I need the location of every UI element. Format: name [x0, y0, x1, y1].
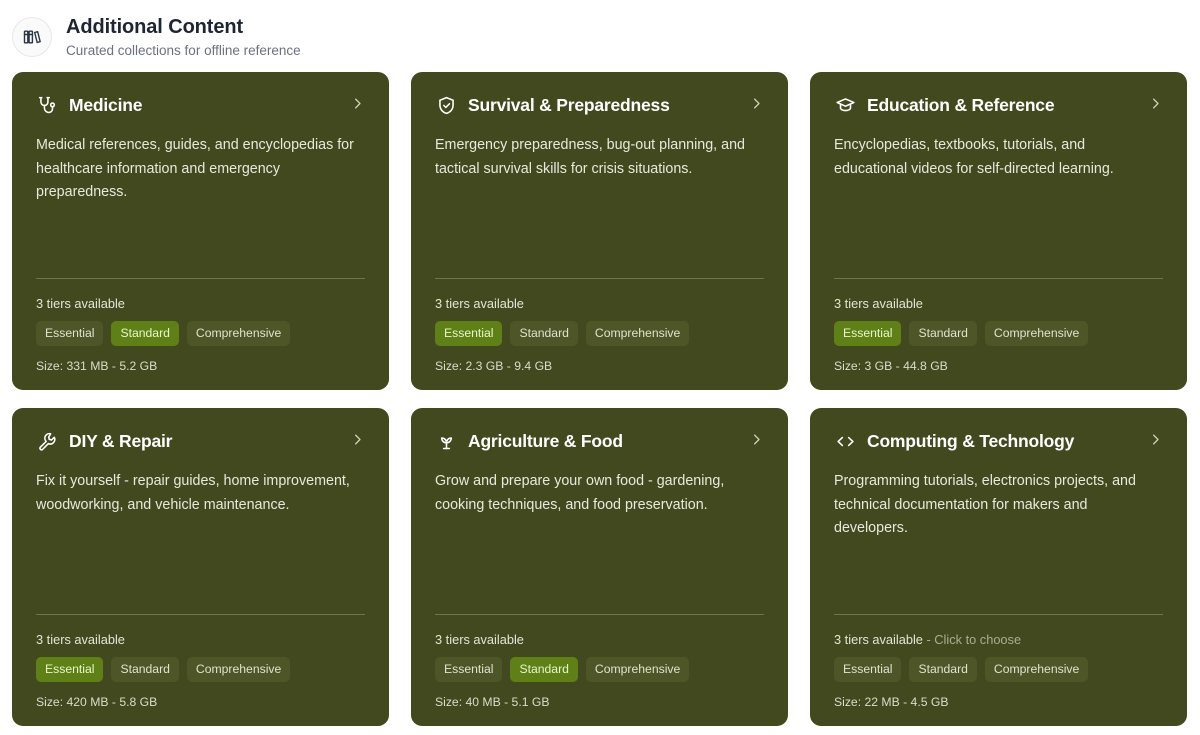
card-divider	[36, 613, 365, 615]
card-size-label: Size: 420 MB - 5.8 GB	[36, 695, 158, 709]
tiers-available-label: 3 tiers available	[36, 295, 365, 312]
tiers-available-label: 3 tiers available	[435, 631, 764, 648]
tier-pill-standard[interactable]: Standard	[909, 320, 977, 346]
content-category-grid: Medicine Medical references, guides, and …	[12, 72, 1188, 726]
category-card[interactable]: Agriculture & Food Grow and prepare your …	[411, 408, 788, 726]
tier-pill-standard[interactable]: Standard	[111, 320, 179, 346]
card-spacer	[834, 541, 1163, 614]
card-title: Computing & Technology	[867, 431, 1075, 451]
tiers-count-text: 3 tiers available	[834, 295, 923, 311]
tiers-available-label: 3 tiers available	[36, 631, 365, 648]
stethoscope-icon	[36, 94, 58, 116]
tiers-hint-text: - Click to choose	[922, 631, 1022, 647]
category-card[interactable]: Survival & Preparedness Emergency prepare…	[411, 72, 788, 390]
sprout-icon	[435, 430, 457, 452]
card-spacer	[834, 181, 1163, 278]
tiers-count-text: 3 tiers available	[435, 631, 524, 647]
card-spacer	[435, 517, 764, 614]
shield-check-icon	[435, 94, 457, 116]
card-description: Programming tutorials, electronics proje…	[834, 473, 1136, 536]
tier-pill-essential[interactable]: Essential	[435, 656, 503, 682]
card-title: Medicine	[69, 95, 143, 115]
category-card[interactable]: DIY & Repair Fix it yourself - repair gui…	[12, 408, 389, 726]
category-card[interactable]: Education & Reference Encyclopedias, text…	[810, 72, 1187, 390]
chevron-right-icon[interactable]	[350, 96, 365, 111]
card-header: Agriculture & Food	[435, 430, 764, 452]
card-header: Computing & Technology	[834, 430, 1163, 452]
card-header: Education & Reference	[834, 94, 1163, 116]
card-description: Fix it yourself - repair guides, home im…	[36, 473, 350, 513]
code-brackets-icon	[834, 430, 856, 452]
category-card[interactable]: Medicine Medical references, guides, and …	[12, 72, 389, 390]
tier-pill-row: Essential Standard Comprehensive	[36, 656, 365, 682]
tier-pill-essential[interactable]: Essential	[36, 320, 104, 346]
tier-pill-row: Essential Standard Comprehensive	[36, 320, 365, 346]
card-divider	[435, 277, 764, 279]
tier-pill-comprehensive[interactable]: Comprehensive	[984, 320, 1089, 346]
tier-pill-row: Essential Standard Comprehensive	[834, 320, 1163, 346]
card-header: DIY & Repair	[36, 430, 365, 452]
card-spacer	[435, 181, 764, 278]
card-divider	[834, 613, 1163, 615]
tiers-count-text: 3 tiers available	[834, 631, 923, 647]
graduation-cap-icon	[834, 94, 856, 116]
tier-pill-comprehensive[interactable]: Comprehensive	[186, 320, 291, 346]
tier-pill-essential[interactable]: Essential	[834, 656, 902, 682]
tier-pill-standard[interactable]: Standard	[111, 656, 179, 682]
tier-pill-comprehensive[interactable]: Comprehensive	[984, 656, 1089, 682]
tiers-count-text: 3 tiers available	[36, 295, 125, 311]
card-title: Agriculture & Food	[468, 431, 623, 451]
wrench-icon	[36, 430, 58, 452]
card-size-label: Size: 331 MB - 5.2 GB	[36, 359, 158, 373]
library-books-icon	[12, 17, 52, 57]
tier-pill-essential[interactable]: Essential	[36, 656, 104, 682]
card-title: DIY & Repair	[69, 431, 173, 451]
card-description: Emergency preparedness, bug-out planning…	[435, 137, 745, 177]
page-title: Additional Content	[66, 16, 244, 38]
page-subtitle: Curated collections for offline referenc…	[66, 43, 301, 58]
tiers-available-label: 3 tiers available	[834, 295, 1163, 312]
chevron-right-icon[interactable]	[1148, 96, 1163, 111]
card-size-label: Size: 2.3 GB - 9.4 GB	[435, 359, 553, 373]
card-divider	[834, 277, 1163, 279]
tier-pill-essential[interactable]: Essential	[435, 320, 503, 346]
chevron-right-icon[interactable]	[350, 432, 365, 447]
chevron-right-icon[interactable]	[749, 96, 764, 111]
category-card[interactable]: Computing & Technology Programming tutori…	[810, 408, 1187, 726]
card-header: Survival & Preparedness	[435, 94, 764, 116]
card-description: Medical references, guides, and encyclop…	[36, 137, 354, 200]
tier-pill-comprehensive[interactable]: Comprehensive	[585, 320, 690, 346]
card-divider	[435, 613, 764, 615]
card-divider	[36, 277, 365, 279]
card-size-label: Size: 22 MB - 4.5 GB	[834, 695, 949, 709]
tier-pill-row: Essential Standard Comprehensive	[834, 656, 1163, 682]
page-header: Additional Content Curated collections f…	[0, 0, 1200, 62]
tier-pill-essential[interactable]: Essential	[834, 320, 902, 346]
tiers-count-text: 3 tiers available	[36, 631, 125, 647]
tiers-available-label: 3 tiers available	[435, 295, 764, 312]
header-text-block: Additional Content Curated collections f…	[66, 14, 301, 60]
tier-pill-standard[interactable]: Standard	[909, 656, 977, 682]
card-header: Medicine	[36, 94, 365, 116]
card-description: Encyclopedias, textbooks, tutorials, and…	[834, 137, 1114, 177]
tier-pill-row: Essential Standard Comprehensive	[435, 656, 764, 682]
tier-pill-standard[interactable]: Standard	[510, 320, 578, 346]
tiers-available-label: 3 tiers available - Click to choose	[834, 631, 1163, 648]
tier-pill-comprehensive[interactable]: Comprehensive	[186, 656, 291, 682]
tiers-count-text: 3 tiers available	[435, 295, 524, 311]
card-title: Education & Reference	[867, 95, 1055, 115]
chevron-right-icon[interactable]	[749, 432, 764, 447]
chevron-right-icon[interactable]	[1148, 432, 1163, 447]
card-spacer	[36, 205, 365, 278]
card-size-label: Size: 40 MB - 5.1 GB	[435, 695, 550, 709]
card-description: Grow and prepare your own food - gardeni…	[435, 473, 725, 513]
tier-pill-row: Essential Standard Comprehensive	[435, 320, 764, 346]
card-spacer	[36, 517, 365, 614]
tier-pill-standard[interactable]: Standard	[510, 656, 578, 682]
card-title: Survival & Preparedness	[468, 95, 670, 115]
card-size-label: Size: 3 GB - 44.8 GB	[834, 359, 948, 373]
tier-pill-comprehensive[interactable]: Comprehensive	[585, 656, 690, 682]
